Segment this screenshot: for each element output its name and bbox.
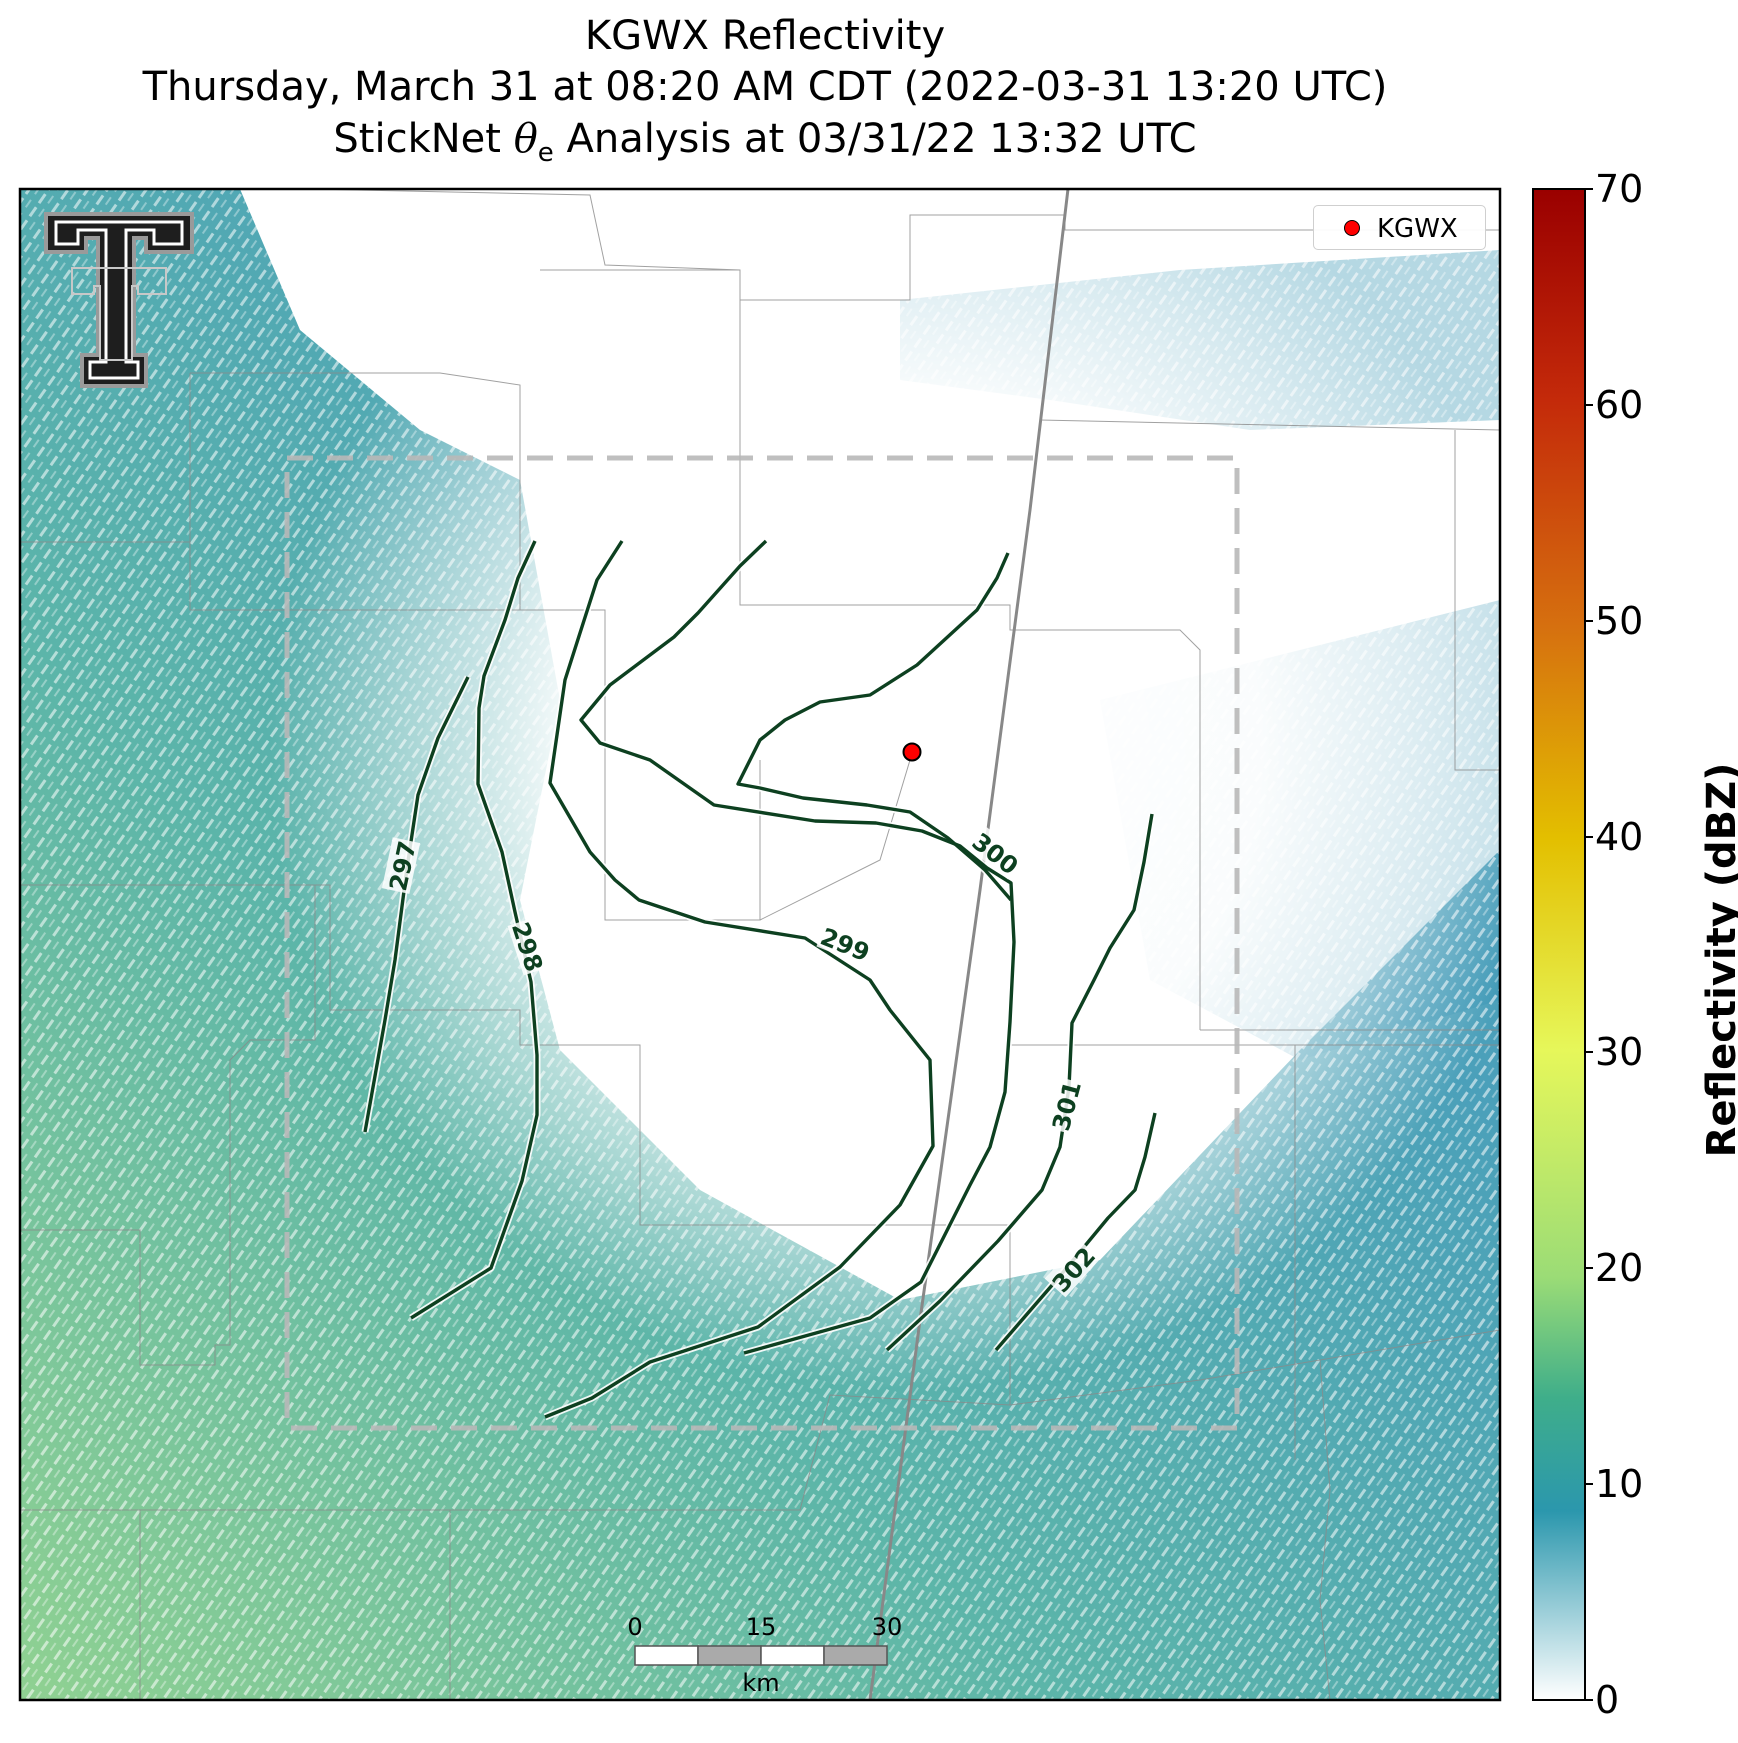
analysis-suffix: Analysis at 03/31/22 13:32 UTC <box>553 116 1197 162</box>
colorbar-tick-20: 20 <box>1595 1246 1644 1290</box>
scale-tick-0: 0 <box>627 1613 643 1641</box>
colorbar-tick-50: 50 <box>1595 599 1644 643</box>
legend-label: KGWX <box>1377 214 1458 244</box>
contour-302 <box>994 1112 1157 1352</box>
colorbar <box>1532 188 1586 1701</box>
radar-site-marker <box>902 742 922 762</box>
scale-unit: km <box>742 1669 780 1697</box>
contour-301 <box>885 813 1154 1352</box>
county-boundaries <box>20 189 1500 1700</box>
interstate-highway <box>868 189 1070 1700</box>
scale-tick-30: 30 <box>871 1613 903 1641</box>
scale-bar <box>634 1645 888 1666</box>
contour-299 <box>544 540 935 1419</box>
chart-title: KGWX Reflectivity <box>584 13 946 59</box>
colorbar-tick-30: 30 <box>1595 1030 1644 1074</box>
colorbar-ticks <box>1585 188 1593 1701</box>
analysis-prefix: StickNet <box>333 116 514 162</box>
colorbar-label: Reflectivity (dBZ) <box>1699 762 1738 1158</box>
scale-tick-15: 15 <box>745 1613 777 1641</box>
chart-subtitle-time: Thursday, March 31 at 08:20 AM CDT (2022… <box>142 64 1388 110</box>
colorbar-tick-40: 40 <box>1595 815 1644 859</box>
contour-298 <box>410 540 539 1320</box>
legend: KGWX <box>1313 205 1486 250</box>
colorbar-tick-0: 0 <box>1595 1678 1620 1722</box>
legend-marker <box>1344 220 1360 236</box>
theta-subscript: e <box>537 138 554 168</box>
map-frame <box>18 187 1502 1702</box>
colorbar-tick-70: 70 <box>1595 167 1644 211</box>
chart-subtitle-analysis: StickNet θe Analysis at 03/31/22 13:32 U… <box>0 116 1530 176</box>
contour-300-inner <box>736 552 1013 902</box>
colorbar-tick-10: 10 <box>1595 1462 1644 1506</box>
colorbar-tick-60: 60 <box>1595 383 1644 427</box>
contour-300 <box>579 539 1016 1355</box>
texas-tech-logo <box>44 212 194 388</box>
map-area: 297 298 299 300 301 302 <box>20 189 1500 1700</box>
theta-e-contours <box>361 538 1159 1421</box>
theta-symbol: θ <box>513 116 538 162</box>
